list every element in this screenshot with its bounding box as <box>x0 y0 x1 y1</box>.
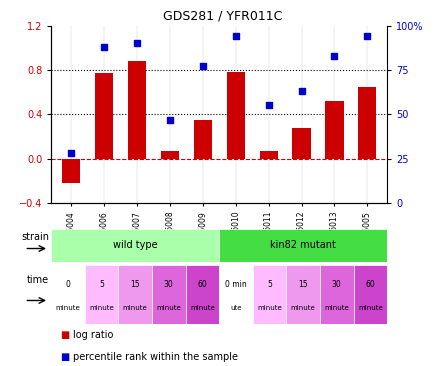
Text: strain: strain <box>21 232 49 242</box>
Text: GDS281 / YFR011C: GDS281 / YFR011C <box>163 9 282 22</box>
Text: 5: 5 <box>267 280 272 288</box>
Text: 0: 0 <box>65 280 70 288</box>
Point <box>364 33 371 39</box>
Text: ■: ■ <box>60 330 69 340</box>
Text: percentile rank within the sample: percentile rank within the sample <box>73 352 239 362</box>
Bar <box>320 265 353 324</box>
Text: ute: ute <box>230 305 242 310</box>
Bar <box>51 229 219 262</box>
Text: minute: minute <box>56 305 81 310</box>
Text: 60: 60 <box>198 280 207 288</box>
Text: 30: 30 <box>332 280 342 288</box>
Bar <box>152 265 186 324</box>
Bar <box>227 72 245 159</box>
Bar <box>358 87 376 159</box>
Point <box>67 150 74 156</box>
Bar <box>62 159 80 183</box>
Text: kin82 mutant: kin82 mutant <box>270 240 336 250</box>
Point <box>298 88 305 94</box>
Text: minute: minute <box>156 305 181 310</box>
Text: 30: 30 <box>164 280 174 288</box>
Point <box>265 102 272 108</box>
Text: minute: minute <box>291 305 316 310</box>
Bar <box>325 101 344 159</box>
Point <box>100 44 107 50</box>
Bar <box>354 265 387 324</box>
Bar <box>287 265 320 324</box>
Bar <box>259 151 278 159</box>
Bar <box>128 61 146 159</box>
Text: 0 min: 0 min <box>225 280 247 288</box>
Bar <box>186 265 219 324</box>
Point <box>133 40 140 46</box>
Bar <box>118 265 152 324</box>
Bar <box>194 120 212 159</box>
Point <box>232 33 239 39</box>
Bar <box>292 128 311 159</box>
Bar <box>219 265 253 324</box>
Text: log ratio: log ratio <box>73 330 114 340</box>
Text: minute: minute <box>358 305 383 310</box>
Text: 60: 60 <box>365 280 375 288</box>
Text: minute: minute <box>89 305 114 310</box>
Bar <box>219 229 387 262</box>
Point <box>166 117 173 123</box>
Text: ■: ■ <box>60 352 69 362</box>
Point <box>331 53 338 59</box>
Text: 15: 15 <box>130 280 140 288</box>
Text: minute: minute <box>257 305 282 310</box>
Bar <box>85 265 118 324</box>
Text: minute: minute <box>123 305 148 310</box>
Text: wild type: wild type <box>113 240 158 250</box>
Bar <box>161 151 179 159</box>
Bar <box>95 73 113 159</box>
Text: time: time <box>27 275 49 285</box>
Text: 5: 5 <box>99 280 104 288</box>
Bar <box>253 265 287 324</box>
Text: 15: 15 <box>298 280 308 288</box>
Text: minute: minute <box>324 305 349 310</box>
Bar <box>51 265 85 324</box>
Point <box>199 64 206 70</box>
Text: minute: minute <box>190 305 215 310</box>
